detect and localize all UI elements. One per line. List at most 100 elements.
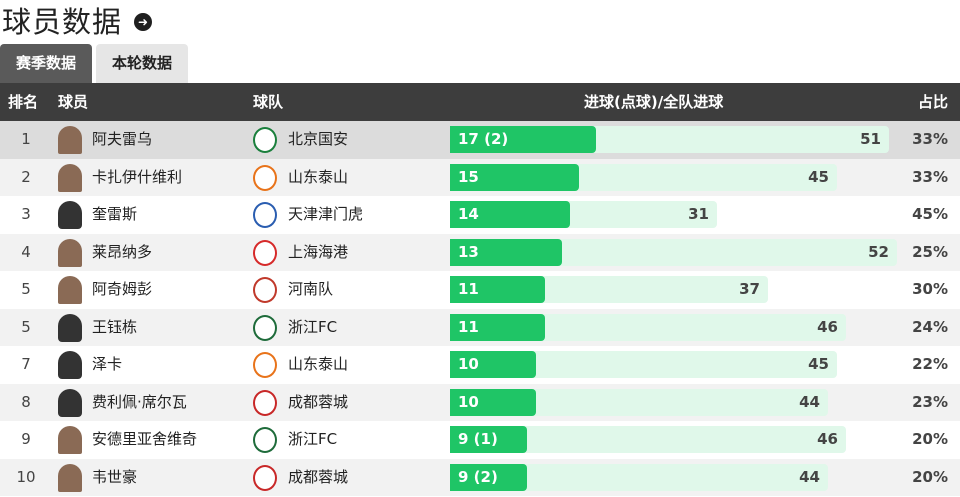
player-avatar	[58, 163, 82, 192]
player-avatar	[58, 238, 82, 267]
team-logo-icon	[253, 164, 277, 191]
player-goals-label: 10	[458, 392, 479, 411]
player-avatar	[58, 351, 82, 379]
goal-share-pct: 25%	[912, 242, 948, 261]
rank-cell: 8	[21, 392, 31, 411]
team-goals-label: 37	[739, 280, 760, 298]
team-name[interactable]: 天津津门虎	[288, 205, 364, 223]
table-row[interactable]: 2 卡扎伊什维利 山东泰山 15 45 33%	[0, 158, 960, 196]
player-name[interactable]: 费利佩·席尔瓦	[92, 392, 187, 411]
table-row[interactable]: 1 阿夫雷乌 北京国安 17 (2) 51 33%	[0, 121, 960, 159]
header-rank[interactable]: 排名	[8, 93, 39, 111]
tab-season-stats[interactable]: 赛季数据	[0, 44, 93, 83]
player-name[interactable]: 韦世豪	[92, 467, 138, 486]
goal-share-pct: 33%	[912, 130, 948, 148]
team-goals-label: 44	[799, 467, 820, 486]
player-goals-label: 9 (1)	[458, 430, 498, 448]
team-goals-label: 46	[817, 317, 838, 336]
player-goals-label: 17 (2)	[458, 130, 509, 148]
team-logo-icon	[253, 464, 277, 491]
goal-share-pct: 45%	[912, 205, 948, 223]
player-name[interactable]: 阿夫雷乌	[92, 130, 153, 148]
team-name[interactable]: 成都蓉城	[288, 467, 349, 486]
team-name[interactable]: 山东泰山	[288, 167, 349, 186]
table-header: 排名 球员 球队 进球(点球)/全队进球 占比	[0, 83, 960, 121]
team-name[interactable]: 北京国安	[288, 130, 349, 148]
player-goals-bar	[450, 351, 536, 378]
team-logo-icon	[253, 352, 277, 378]
arrow-right-circle-icon[interactable]: ➜	[134, 13, 153, 31]
table-row[interactable]: 10 韦世豪 成都蓉城 9 (2) 44 20%	[0, 458, 960, 496]
player-goals-bar	[450, 426, 527, 453]
team-name[interactable]: 浙江FC	[288, 430, 338, 448]
table-row[interactable]: 9 安德里亚舍维奇 浙江FC 9 (1) 46 20%	[0, 421, 960, 459]
tab-bar: 赛季数据 本轮数据	[0, 44, 192, 83]
table-row[interactable]: 7 泽卡 山东泰山 10 45 22%	[0, 346, 960, 384]
table-row[interactable]: 5 阿奇姆彭 河南队 11 37 30%	[0, 271, 960, 309]
player-name[interactable]: 王钰栋	[92, 317, 138, 336]
table-row[interactable]: 5 王钰栋 浙江FC 11 46 24%	[0, 308, 960, 346]
header-goals[interactable]: 进球(点球)/全队进球	[584, 93, 724, 111]
header-team[interactable]: 球队	[253, 93, 284, 111]
player-goals-bar	[450, 276, 545, 303]
rank-cell: 9	[21, 430, 31, 448]
player-goals-label: 11	[458, 280, 479, 298]
rank-cell: 5	[21, 317, 31, 336]
player-stats-table: 排名 球员 球队 进球(点球)/全队进球 占比 1 阿夫雷乌 北京国安 17 (2) 5…	[0, 83, 960, 496]
page-header: 球员数据 ➜	[0, 0, 153, 40]
goal-share-pct: 20%	[912, 430, 948, 448]
player-avatar	[58, 126, 82, 154]
header-pct[interactable]: 占比	[917, 93, 948, 111]
team-logo-icon	[253, 314, 277, 341]
rank-cell: 10	[16, 467, 36, 486]
player-goals-bar	[450, 238, 562, 266]
player-avatar	[58, 426, 82, 454]
table-row[interactable]: 8 费利佩·席尔瓦 成都蓉城 10 44 23%	[0, 383, 960, 421]
rank-cell: 2	[21, 167, 31, 186]
player-goals-label: 13	[458, 242, 479, 261]
team-goals-label: 51	[860, 130, 881, 148]
player-goals-bar	[450, 163, 579, 191]
player-goals-label: 10	[458, 355, 479, 373]
rank-cell: 7	[21, 355, 31, 373]
team-goals-label: 44	[799, 392, 820, 411]
goal-share-pct: 23%	[912, 392, 948, 411]
player-goals-bar	[450, 388, 536, 416]
team-name[interactable]: 河南队	[288, 280, 334, 298]
team-goals-label: 45	[808, 355, 829, 373]
player-avatar	[58, 388, 82, 417]
player-name[interactable]: 阿奇姆彭	[92, 280, 153, 298]
team-logo-icon	[253, 127, 277, 153]
team-logo-icon	[253, 239, 277, 266]
player-goals-label: 9 (2)	[458, 467, 498, 486]
player-goals-bar	[450, 201, 570, 228]
table-row[interactable]: 4 莱昂纳多 上海海港 13 52 25%	[0, 233, 960, 271]
player-avatar	[58, 313, 82, 342]
team-name[interactable]: 成都蓉城	[288, 392, 349, 411]
player-avatar	[58, 201, 82, 229]
player-name[interactable]: 泽卡	[92, 355, 123, 373]
goal-share-pct: 33%	[912, 167, 948, 186]
header-player[interactable]: 球员	[58, 93, 89, 111]
team-name[interactable]: 浙江FC	[288, 317, 338, 336]
player-goals-bar	[450, 313, 545, 341]
team-name[interactable]: 山东泰山	[288, 355, 349, 373]
team-logo-icon	[253, 427, 277, 453]
player-avatar	[58, 463, 82, 492]
player-name[interactable]: 卡扎伊什维利	[92, 167, 183, 186]
player-goals-label: 11	[458, 317, 479, 336]
team-logo-icon	[253, 389, 277, 416]
team-goals-label: 31	[688, 205, 709, 223]
player-goals-bar	[450, 126, 596, 153]
team-logo-icon	[253, 202, 277, 228]
tab-round-stats[interactable]: 本轮数据	[96, 44, 189, 83]
team-goals-label: 52	[868, 242, 889, 261]
player-name[interactable]: 奎雷斯	[92, 205, 138, 223]
goal-share-pct: 30%	[912, 280, 948, 298]
player-name[interactable]: 莱昂纳多	[92, 242, 153, 261]
team-name[interactable]: 上海海港	[288, 242, 349, 261]
table-row[interactable]: 3 奎雷斯 天津津门虎 14 31 45%	[0, 196, 960, 234]
player-name[interactable]: 安德里亚舍维奇	[92, 430, 198, 448]
goal-share-pct: 22%	[912, 355, 948, 373]
rank-cell: 4	[21, 242, 31, 261]
